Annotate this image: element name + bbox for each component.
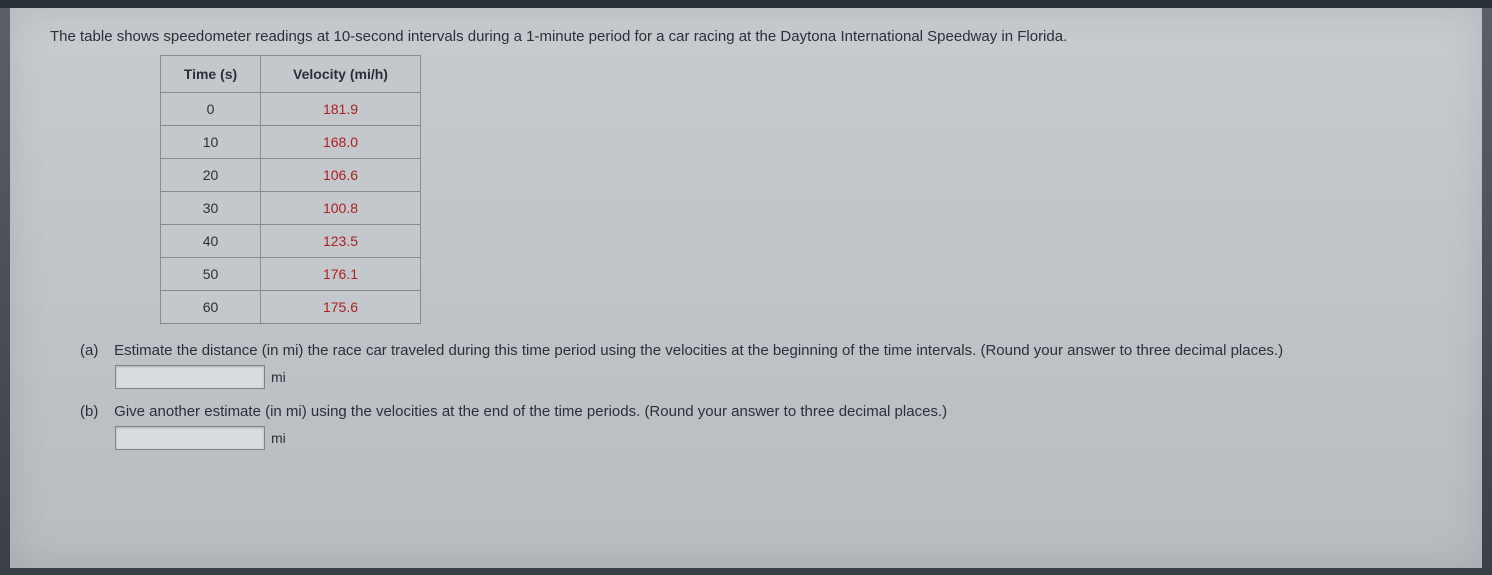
part-b-answer-row: mi	[115, 426, 1452, 450]
part-b-unit: mi	[271, 430, 286, 446]
header-velocity: Velocity (mi/h)	[261, 56, 421, 93]
table-row: 60 175.6	[161, 291, 421, 324]
table-header-row: Time (s) Velocity (mi/h)	[161, 56, 421, 93]
table-row: 50 176.1	[161, 258, 421, 291]
part-b: (b) Give another estimate (in mi) using …	[80, 403, 1452, 420]
intro-text: The table shows speedometer readings at …	[50, 28, 1452, 45]
cell-velocity: 168.0	[261, 126, 421, 159]
table-row: 30 100.8	[161, 192, 421, 225]
cell-time: 0	[161, 93, 261, 126]
cell-velocity: 175.6	[261, 291, 421, 324]
part-a-answer-row: mi	[115, 365, 1452, 389]
cell-velocity: 181.9	[261, 93, 421, 126]
part-a: (a) Estimate the distance (in mi) the ra…	[80, 342, 1452, 359]
velocity-table: Time (s) Velocity (mi/h) 0 181.9 10 168.…	[160, 55, 421, 324]
part-a-text: Estimate the distance (in mi) the race c…	[114, 342, 1283, 359]
cell-time: 60	[161, 291, 261, 324]
header-time: Time (s)	[161, 56, 261, 93]
part-b-label: (b)	[80, 403, 110, 420]
part-a-unit: mi	[271, 369, 286, 385]
part-b-input[interactable]	[115, 426, 265, 450]
cell-time: 50	[161, 258, 261, 291]
part-b-text: Give another estimate (in mi) using the …	[114, 403, 947, 420]
table-row: 0 181.9	[161, 93, 421, 126]
table-row: 40 123.5	[161, 225, 421, 258]
part-a-input[interactable]	[115, 365, 265, 389]
cell-velocity: 106.6	[261, 159, 421, 192]
problem-content: The table shows speedometer readings at …	[10, 8, 1482, 568]
cell-velocity: 176.1	[261, 258, 421, 291]
cell-velocity: 123.5	[261, 225, 421, 258]
cell-time: 20	[161, 159, 261, 192]
cell-time: 10	[161, 126, 261, 159]
top-bar	[0, 0, 1492, 8]
part-a-label: (a)	[80, 342, 110, 359]
cell-velocity: 100.8	[261, 192, 421, 225]
table-row: 10 168.0	[161, 126, 421, 159]
cell-time: 30	[161, 192, 261, 225]
table-row: 20 106.6	[161, 159, 421, 192]
cell-time: 40	[161, 225, 261, 258]
